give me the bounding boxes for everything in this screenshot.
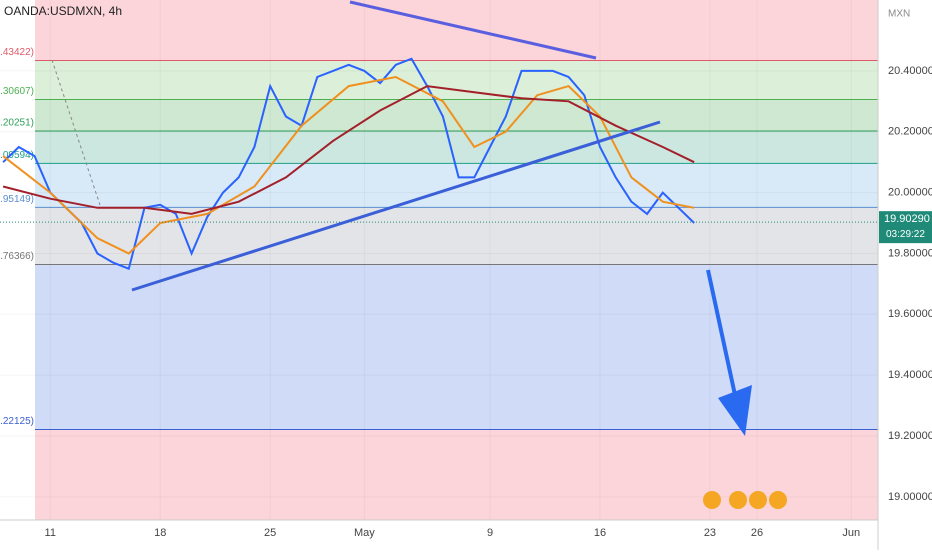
x-tick-label: 9 <box>487 527 493 539</box>
x-tick-label: 16 <box>594 527 606 539</box>
y-tick-label: 19.40000 <box>888 369 932 381</box>
fib-label: (19.95149) <box>0 194 34 205</box>
chart-title: OANDA:USDMXN, 4h <box>4 4 122 18</box>
fib-label: (20.43422) <box>0 47 34 58</box>
price-tag <box>879 211 932 244</box>
price-tag-value: 19.90290 <box>884 213 930 225</box>
x-tick-label: May <box>354 527 375 539</box>
fib-zone <box>35 429 878 520</box>
x-tick-label: 23 <box>704 527 716 539</box>
y-tick-label: 19.80000 <box>888 247 932 259</box>
trend-line <box>131 120 661 292</box>
fib-label: (19.76366) <box>0 251 34 262</box>
fib-label: (19.22125) <box>0 416 34 427</box>
x-tick-label: Jun <box>842 527 860 539</box>
fib-label: (20.20251) <box>0 118 34 129</box>
arrow-shaft <box>706 269 737 396</box>
dashed-drawing <box>51 59 101 206</box>
fib-label: (20.30607) <box>0 86 34 97</box>
y-tick-label: 20.40000 <box>888 65 932 77</box>
fib-zone <box>35 0 878 61</box>
event-icons <box>703 491 787 509</box>
y-tick-label: 20.00000 <box>888 187 932 199</box>
x-tick-label: 11 <box>45 527 56 539</box>
y-tick-label: 19.60000 <box>888 308 932 320</box>
x-tick-label: 26 <box>751 527 763 539</box>
fib-zone <box>35 207 878 265</box>
fib-zone <box>35 60 878 100</box>
y-tick-label: 19.20000 <box>888 430 932 442</box>
x-tick-label: 18 <box>154 527 166 539</box>
x-tick-label: 25 <box>264 527 276 539</box>
fib-zone <box>35 99 878 131</box>
time-axis <box>0 520 878 550</box>
trend-line <box>349 0 597 60</box>
series-line <box>2 85 695 215</box>
fib-label: (20.09594) <box>0 150 34 161</box>
price-tag-countdown: 03:29:22 <box>886 229 925 240</box>
fib-zone <box>35 130 878 164</box>
fib-zone <box>35 264 878 430</box>
series-line <box>2 57 695 271</box>
y-tick-label: 20.20000 <box>888 126 932 138</box>
arrow-head <box>718 385 752 436</box>
currency-label: MXN <box>888 9 910 20</box>
price-axis <box>878 0 932 550</box>
y-tick-label: 19.00000 <box>888 491 932 503</box>
